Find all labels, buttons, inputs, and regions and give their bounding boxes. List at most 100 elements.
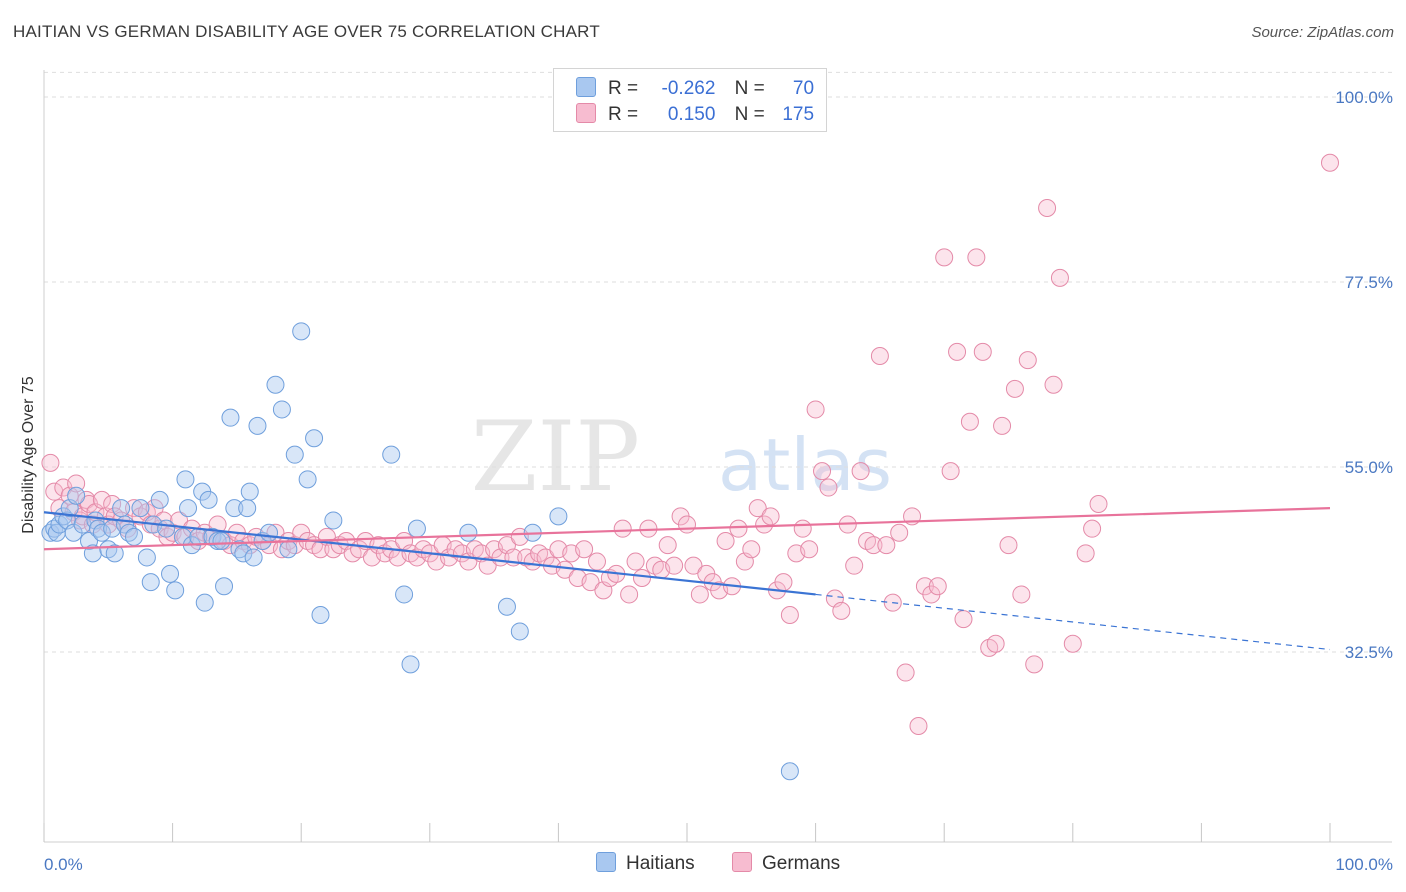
german-point bbox=[1038, 199, 1057, 217]
german-point bbox=[877, 536, 896, 555]
haitian-point bbox=[549, 507, 568, 526]
legend-swatch-germans bbox=[732, 852, 752, 872]
german-point bbox=[729, 519, 748, 538]
german-point bbox=[742, 540, 761, 559]
german-point bbox=[575, 540, 594, 559]
haitian-point bbox=[272, 400, 291, 419]
german-point bbox=[581, 573, 600, 592]
german-point bbox=[1025, 655, 1044, 674]
german-point bbox=[632, 569, 651, 587]
series-germans bbox=[41, 153, 1339, 735]
haitian-point bbox=[137, 548, 156, 567]
german-point bbox=[684, 556, 703, 575]
haitian-point bbox=[92, 523, 111, 542]
haitian-point bbox=[285, 445, 304, 464]
german-point bbox=[658, 536, 677, 555]
legend-row-haitians: R = -0.262 N = 70 bbox=[576, 77, 814, 99]
haitian-point bbox=[179, 499, 198, 518]
haitian-point bbox=[166, 581, 185, 600]
series-haitians bbox=[41, 322, 799, 781]
y-axis-label: Disability Age Over 75 bbox=[20, 376, 37, 534]
legend-n-label: N = bbox=[734, 104, 765, 125]
german-point bbox=[832, 601, 851, 620]
german-point bbox=[864, 536, 883, 555]
legend-r-value-germans: 0.150 bbox=[667, 104, 716, 125]
series-legend: Haitians Germans bbox=[0, 852, 1406, 878]
gridlines bbox=[44, 71, 1392, 653]
german-point bbox=[1063, 634, 1082, 653]
trend-line-germans bbox=[43, 507, 1331, 551]
german-point bbox=[928, 577, 947, 596]
haitian-point bbox=[510, 622, 529, 641]
y-tick-label: 77.5% bbox=[1345, 273, 1393, 292]
legend-item-haitians[interactable]: Haitians bbox=[596, 852, 695, 875]
haitian-point bbox=[401, 655, 420, 674]
haitian-point bbox=[125, 527, 144, 546]
x-tick-label: 100.0% bbox=[1335, 855, 1393, 874]
german-point bbox=[67, 474, 86, 493]
haitian-point bbox=[324, 511, 343, 530]
german-point bbox=[1018, 351, 1037, 370]
german-point bbox=[793, 519, 812, 538]
german-point bbox=[993, 416, 1012, 435]
y-tick-label: 100.0% bbox=[1335, 88, 1393, 107]
german-point bbox=[1005, 379, 1024, 398]
german-point bbox=[555, 560, 574, 579]
legend-item-germans[interactable]: Germans bbox=[732, 852, 840, 875]
haitian-point bbox=[176, 470, 195, 489]
haitian-point bbox=[305, 429, 324, 448]
legend-n-value-haitians: 70 bbox=[792, 78, 815, 99]
legend-label-germans: Germans bbox=[762, 853, 841, 874]
german-point bbox=[909, 717, 928, 735]
legend-r-label: R = bbox=[608, 104, 639, 125]
x-tick-label: 0.0% bbox=[44, 855, 83, 874]
haitian-point bbox=[131, 499, 150, 518]
watermark: ZIP atlas bbox=[471, 401, 892, 513]
german-point bbox=[665, 556, 684, 575]
german-point bbox=[870, 347, 889, 365]
german-point bbox=[1321, 153, 1339, 172]
haitian-point bbox=[225, 499, 244, 518]
legend-row-germans: R = 0.150 N = 175 bbox=[576, 103, 814, 125]
haitian-point bbox=[407, 519, 426, 538]
german-point bbox=[613, 519, 632, 538]
german-point bbox=[41, 453, 60, 472]
legend-swatch-haitians bbox=[596, 852, 616, 872]
german-point bbox=[948, 342, 967, 361]
haitian-point bbox=[212, 532, 231, 550]
german-point bbox=[620, 585, 639, 604]
german-point bbox=[587, 552, 606, 571]
german-point bbox=[986, 634, 1005, 653]
german-point bbox=[1050, 268, 1069, 287]
haitian-point bbox=[292, 322, 311, 341]
legend-label-haitians: Haitians bbox=[626, 853, 695, 874]
german-point bbox=[678, 515, 696, 534]
german-point bbox=[761, 507, 780, 526]
german-point bbox=[960, 412, 979, 431]
haitian-point bbox=[150, 490, 169, 509]
trend-lines bbox=[43, 507, 1331, 651]
legend-n-value-germans: 175 bbox=[782, 104, 815, 125]
german-point bbox=[935, 248, 954, 267]
german-point bbox=[1012, 585, 1031, 604]
x-tick-labels: 0.0% 100.0% bbox=[44, 855, 1393, 874]
german-point bbox=[748, 499, 767, 518]
y-tick-label: 32.5% bbox=[1345, 643, 1393, 662]
german-point bbox=[813, 462, 832, 481]
german-point bbox=[851, 462, 870, 481]
haitian-point bbox=[260, 523, 279, 542]
haitian-point bbox=[395, 585, 414, 604]
haitian-point bbox=[780, 762, 799, 781]
haitian-point bbox=[221, 408, 240, 427]
haitian-point bbox=[141, 573, 160, 592]
haitian-point bbox=[279, 540, 298, 559]
german-point bbox=[973, 342, 992, 361]
haitian-point bbox=[238, 499, 257, 518]
german-point bbox=[800, 540, 819, 559]
german-point bbox=[999, 536, 1018, 555]
haitian-point bbox=[105, 544, 124, 563]
legend-swatch-haitians bbox=[576, 77, 596, 97]
german-point bbox=[690, 585, 709, 604]
y-tick-labels: 32.5% 55.0% 77.5% 100.0% bbox=[1335, 88, 1393, 662]
trend-line-haitians bbox=[43, 511, 816, 596]
